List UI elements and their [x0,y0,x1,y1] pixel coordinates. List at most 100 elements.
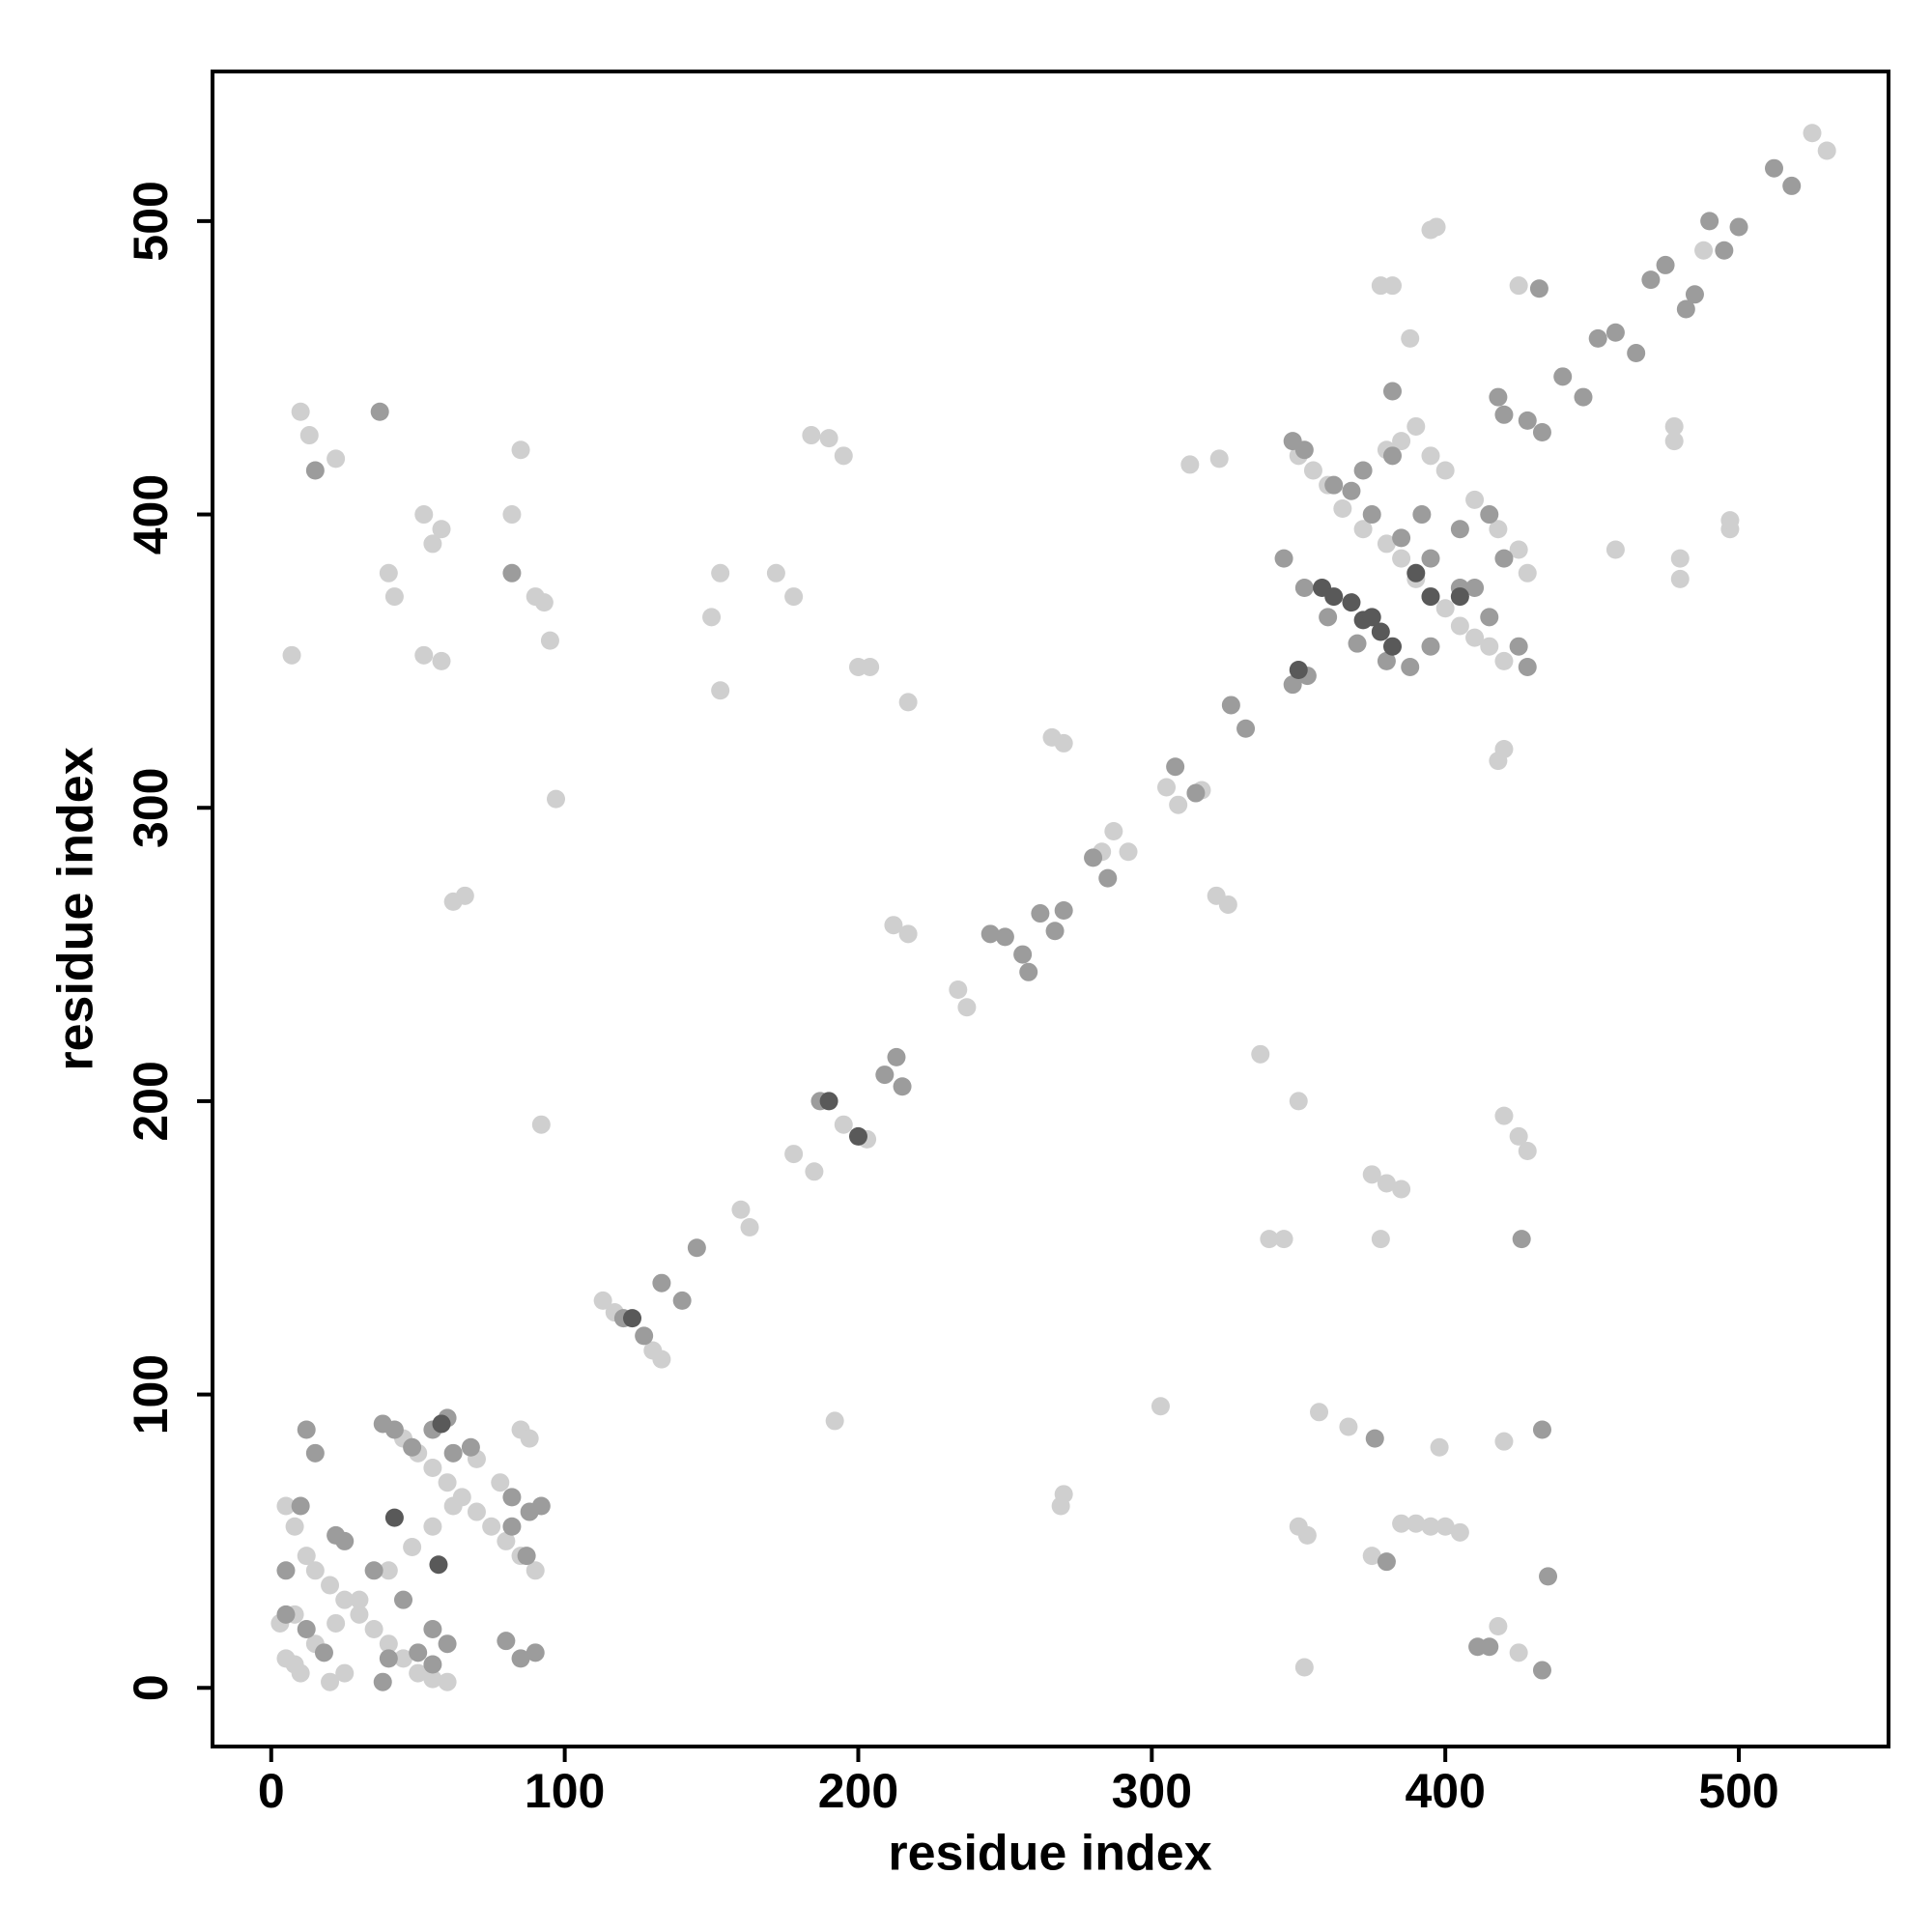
point [1186,783,1206,803]
point [1480,505,1499,525]
point [370,402,389,421]
point [1324,475,1344,495]
x-tick-label: 200 [818,1764,898,1818]
point [438,1634,457,1654]
point [1421,587,1440,607]
y-tick-label: 400 [124,474,178,554]
point [526,1643,545,1662]
point [1764,158,1783,178]
point [1670,549,1690,568]
point [711,563,730,582]
point [652,1350,671,1369]
point [1104,822,1123,841]
point [1489,1616,1508,1635]
point [438,1672,457,1691]
point [1319,608,1338,627]
point [1518,563,1537,582]
point [805,1162,824,1181]
point [384,587,404,607]
point [1221,696,1240,715]
point [1342,481,1361,500]
point [1013,945,1033,964]
point [731,1200,751,1219]
point [949,980,968,1000]
point [502,505,522,525]
point [1377,534,1396,554]
point [623,1309,642,1328]
point [1715,241,1734,260]
point [520,1429,539,1448]
point [1450,1522,1469,1542]
point [1512,1230,1531,1249]
point [1509,637,1528,656]
point [819,1092,838,1111]
y-axis-title: residue index [48,747,104,1070]
point [1362,608,1381,627]
point [1339,1417,1358,1436]
point [1430,1437,1449,1457]
point [1729,217,1748,237]
point [1274,1230,1293,1249]
x-axis-title: residue index [888,1826,1211,1882]
point [1382,446,1402,466]
point [394,1590,413,1609]
point [1294,1658,1314,1677]
point [491,1473,510,1492]
y-tick-label: 300 [124,768,178,848]
point [1401,657,1420,676]
point [1119,842,1138,862]
point [898,693,918,712]
point [282,645,301,665]
point [297,1547,316,1566]
point [1489,387,1508,407]
point [848,1126,867,1146]
point [350,1605,369,1624]
point [1260,1230,1279,1249]
point [1031,904,1050,923]
point [1782,176,1802,195]
point [1532,1420,1551,1439]
point [403,1537,422,1556]
point [1494,651,1514,670]
point [379,563,398,582]
point [1392,1514,1411,1533]
point [502,1517,522,1536]
point [1664,416,1684,436]
point [1605,540,1625,559]
point [409,1663,428,1683]
point [321,1576,340,1595]
point [1180,455,1200,474]
point [321,1672,340,1691]
point [1166,757,1185,777]
point [438,1473,457,1492]
point [1553,367,1573,386]
point [423,1459,442,1478]
point [1435,461,1455,480]
point [1406,563,1426,582]
point [502,1488,522,1507]
point [1480,637,1499,656]
point [1342,593,1361,612]
point [1377,651,1396,670]
point [1435,1517,1455,1536]
point [414,645,434,665]
point [1532,423,1551,442]
point [364,1561,384,1580]
point [1489,520,1508,539]
point [875,1065,895,1085]
point [819,429,838,448]
point [423,1517,442,1536]
point [429,1555,448,1575]
point [1529,279,1548,298]
x-tick-label: 100 [525,1764,605,1818]
point [1427,217,1446,237]
point [1392,1179,1411,1199]
point [593,1291,612,1310]
point [1817,141,1836,160]
point [1421,1517,1440,1536]
point [517,1547,536,1566]
point [1509,1643,1528,1662]
point [672,1291,692,1310]
point [957,998,977,1017]
